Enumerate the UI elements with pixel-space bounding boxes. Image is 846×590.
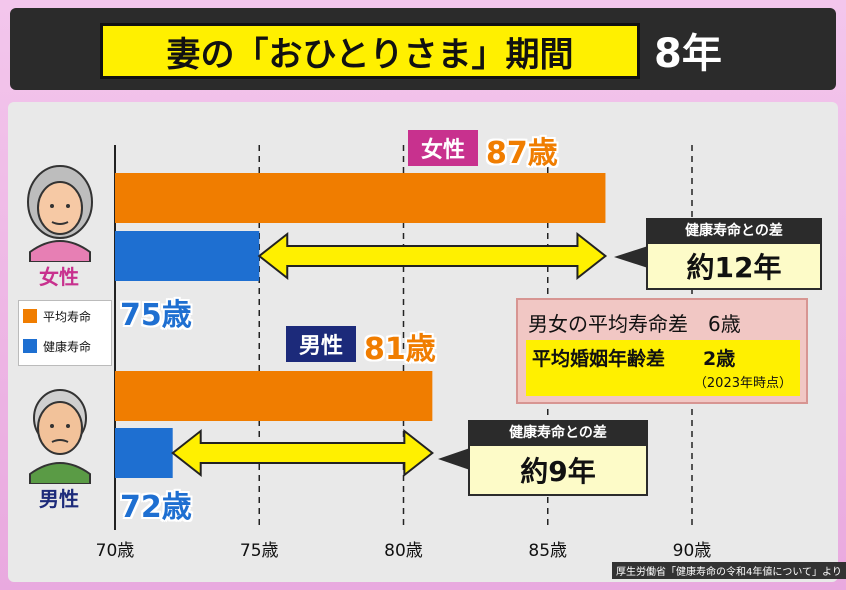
female-badge: 女性: [408, 130, 478, 166]
male-callout-head: 健康寿命との差: [468, 420, 648, 444]
legend: 平均寿命 健康寿命: [18, 300, 112, 366]
elderly-woman-icon: [27, 165, 93, 262]
source-note: 厚生労働省「健康寿命の令和4年値について」より: [612, 562, 846, 579]
gap-arrow-0: [257, 231, 608, 281]
bar-avg-0: [115, 173, 606, 223]
info-line-1: 男女の平均寿命差 6歳: [528, 312, 741, 336]
female-gap-callout: 健康寿命との差 約12年: [646, 218, 822, 290]
male-avg-label: 81歳: [364, 332, 436, 367]
legend-swatch-avg: [23, 309, 37, 323]
male-badge: 男性: [286, 326, 356, 362]
female-callout-pointer: [614, 246, 648, 268]
female-avg-label: 87歳: [486, 136, 558, 171]
male-label: 男性: [39, 486, 79, 511]
info-highlight: 平均婚姻年齢差 2歳 （2023年時点）: [526, 340, 800, 396]
legend-avg: 平均寿命: [43, 309, 92, 324]
title-main: 妻の「おひとりさま」期間: [100, 23, 640, 79]
male-callout-body: 約9年: [468, 444, 648, 496]
male-gap-callout: 健康寿命との差 約9年: [468, 420, 648, 496]
title-years: 8年: [654, 31, 722, 77]
female-callout-head: 健康寿命との差: [646, 218, 822, 242]
x-tick-label: 75歳: [240, 541, 279, 561]
bar-avg-1: [115, 371, 433, 421]
gap-arrow-1: [171, 428, 434, 478]
female-label: 女性: [39, 264, 79, 289]
legend-swatch-healthy: [23, 339, 37, 353]
legend-healthy: 健康寿命: [43, 339, 92, 354]
x-tick-label: 80歳: [384, 541, 423, 561]
info-box: 男女の平均寿命差 6歳 平均婚姻年齢差 2歳 （2023年時点）: [516, 298, 808, 404]
info-line-2: 平均婚姻年齢差 2歳: [532, 348, 736, 370]
x-tick-label: 70歳: [96, 541, 135, 561]
bar-healthy-1: [115, 428, 173, 478]
male-callout-pointer: [438, 448, 470, 470]
male-healthy-label: 72歳: [120, 490, 192, 525]
x-tick-label: 85歳: [528, 541, 567, 561]
bar-healthy-0: [115, 231, 260, 281]
x-tick-label: 90歳: [673, 541, 712, 561]
female-healthy-label: 75歳: [120, 298, 192, 333]
elderly-man-icon: [29, 389, 91, 484]
info-line-3: （2023年時点）: [693, 376, 792, 391]
female-callout-body: 約12年: [646, 242, 822, 290]
